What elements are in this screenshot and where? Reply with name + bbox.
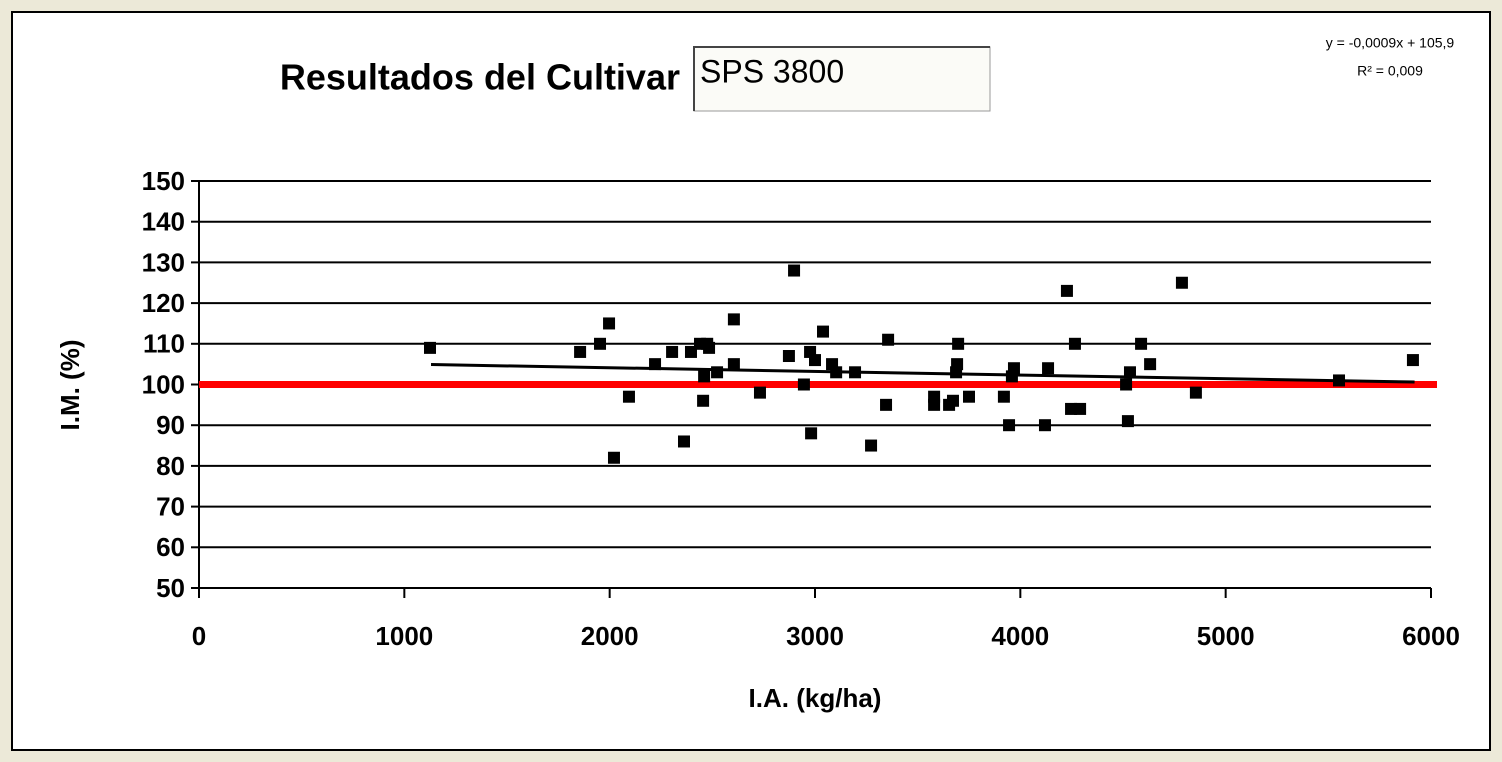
y-tick-label: 120 xyxy=(142,288,185,318)
point xyxy=(946,394,959,407)
point xyxy=(1038,419,1051,432)
equation: y = -0,0009x + 105,9 xyxy=(1326,35,1455,51)
x-tick-label: 2000 xyxy=(581,621,639,651)
y-tick-label: 140 xyxy=(142,207,185,237)
y-axis-title: I.M. (%) xyxy=(55,340,85,431)
point xyxy=(622,390,635,403)
chart-title: Resultados del Cultivar xyxy=(280,57,680,98)
r-squared: R² = 0,009 xyxy=(1357,63,1423,79)
point xyxy=(952,337,965,350)
point xyxy=(574,345,587,358)
point xyxy=(880,398,893,411)
point xyxy=(1003,419,1016,432)
trendline xyxy=(431,363,1415,384)
point xyxy=(951,358,964,371)
point xyxy=(1144,358,1157,371)
point xyxy=(1042,362,1055,375)
y-tick-label: 70 xyxy=(156,491,185,521)
y-tick-label: 150 xyxy=(142,166,185,196)
x-tick-label: 1000 xyxy=(375,621,433,651)
point xyxy=(594,337,607,350)
point xyxy=(1060,284,1073,297)
point xyxy=(1074,402,1087,415)
y-tick-label: 50 xyxy=(156,573,185,603)
point xyxy=(817,325,830,338)
point xyxy=(1189,386,1202,399)
point xyxy=(603,317,616,330)
point xyxy=(649,358,662,371)
point xyxy=(1065,402,1078,415)
point xyxy=(727,358,740,371)
y-tick-label: 80 xyxy=(156,451,185,481)
point xyxy=(805,427,818,440)
point xyxy=(697,394,710,407)
box-bevel xyxy=(693,46,990,111)
point xyxy=(865,439,878,452)
point xyxy=(788,264,801,277)
x-axis-title: I.A. (kg/ha) xyxy=(749,683,882,713)
point xyxy=(1068,337,1081,350)
point xyxy=(928,398,941,411)
point xyxy=(1175,276,1188,289)
point xyxy=(963,390,975,403)
point xyxy=(849,366,862,379)
cultivar-value[interactable]: SPS 3800 xyxy=(700,53,844,89)
point xyxy=(1121,415,1134,428)
point xyxy=(1333,374,1346,387)
point xyxy=(809,354,821,367)
point xyxy=(1007,362,1020,375)
y-tick-label: 60 xyxy=(156,532,185,562)
point xyxy=(666,345,679,358)
point xyxy=(997,390,1010,403)
point xyxy=(882,333,895,346)
cultivar-box[interactable] xyxy=(693,46,991,112)
x-tick-label: 4000 xyxy=(991,621,1049,651)
point xyxy=(703,341,716,354)
point xyxy=(782,350,795,363)
x-tick-label: 6000 xyxy=(1402,621,1460,651)
point xyxy=(684,345,697,358)
x-tick-label: 3000 xyxy=(786,621,844,651)
y-tick-label: 130 xyxy=(142,247,185,277)
point xyxy=(424,341,436,354)
point xyxy=(830,366,843,379)
point xyxy=(607,451,620,464)
point xyxy=(797,378,810,391)
point xyxy=(1135,337,1148,350)
point xyxy=(677,435,690,448)
point xyxy=(753,386,766,399)
y-tick-label: 100 xyxy=(142,369,185,399)
y-tick-label: 110 xyxy=(143,329,185,359)
point xyxy=(698,370,711,383)
point xyxy=(727,313,740,326)
x-tick-label: 5000 xyxy=(1197,621,1255,651)
y-tick-label: 90 xyxy=(156,410,185,440)
point xyxy=(1406,354,1419,367)
x-tick-label: 0 xyxy=(192,621,206,651)
point xyxy=(1123,366,1136,379)
point xyxy=(711,366,724,379)
point xyxy=(1120,378,1133,391)
